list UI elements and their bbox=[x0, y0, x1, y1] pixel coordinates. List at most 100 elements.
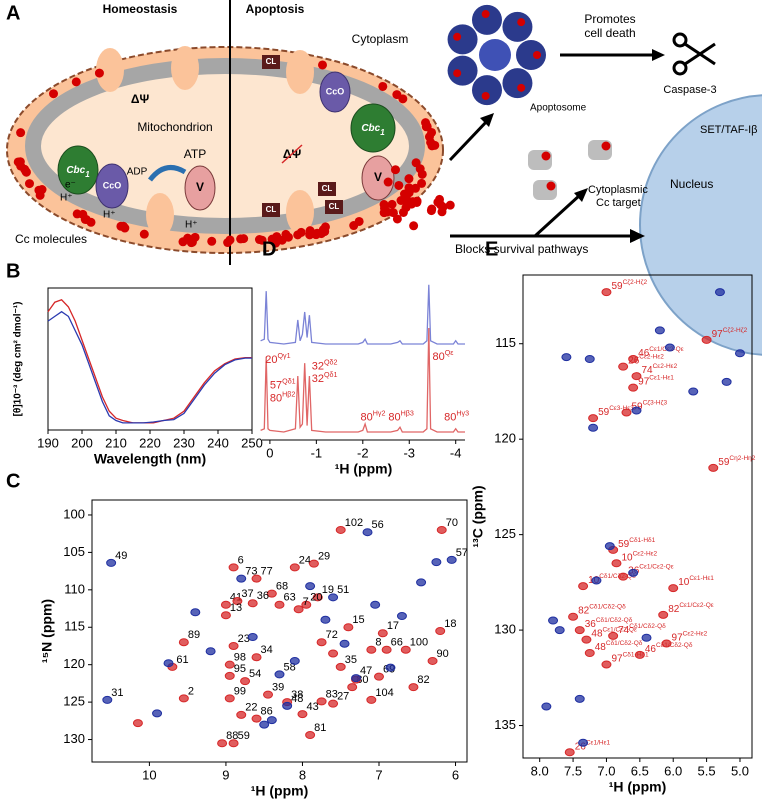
x-tick-label: 10 bbox=[142, 767, 156, 782]
nucleus bbox=[639, 94, 762, 356]
peak bbox=[132, 719, 143, 728]
label: Cbc bbox=[66, 165, 85, 176]
peak-label: 104 bbox=[375, 687, 393, 699]
label-number: 80 bbox=[388, 412, 400, 424]
label: cell death bbox=[584, 26, 635, 40]
peak bbox=[591, 576, 602, 585]
atp-arrow bbox=[148, 165, 187, 182]
peak-label: 97Cε1-Hε1 bbox=[638, 375, 674, 387]
peak bbox=[228, 563, 239, 572]
peak bbox=[611, 559, 622, 568]
v-complex bbox=[184, 165, 216, 211]
label-sup: Cζ3-Hζ3 bbox=[643, 400, 668, 407]
label-sup: Qδ1 bbox=[282, 377, 296, 385]
label-sup: Cζ2-Hζ2 bbox=[723, 327, 748, 334]
cc-dot bbox=[21, 167, 31, 177]
label: 1 bbox=[380, 128, 385, 137]
y-tick-label: 120 bbox=[63, 656, 85, 671]
peak bbox=[561, 353, 572, 362]
peak bbox=[205, 647, 216, 656]
cc-dot bbox=[533, 51, 541, 59]
cc-dot bbox=[453, 32, 462, 41]
cc-dot bbox=[34, 185, 44, 195]
y-tick-label: 125 bbox=[494, 526, 516, 541]
apoptosome-arm bbox=[447, 55, 478, 86]
label: CL bbox=[266, 205, 277, 214]
y-axis-label: ¹⁵N (ppm) bbox=[39, 599, 55, 663]
peak bbox=[335, 662, 346, 671]
peak-label: 46Cδ1/Cδ2-Qδ bbox=[645, 642, 693, 654]
peak-label: 68 bbox=[276, 580, 288, 592]
cc-dot bbox=[71, 77, 81, 87]
arrowhead bbox=[630, 229, 645, 243]
peak bbox=[251, 574, 262, 583]
x-tick-label: 8.0 bbox=[531, 763, 549, 778]
label-sup: Cζ2-Hζ2 bbox=[623, 279, 648, 286]
cl-box bbox=[262, 203, 280, 217]
peak bbox=[362, 528, 373, 537]
crista bbox=[286, 50, 314, 94]
peak-label: 43 bbox=[306, 701, 318, 713]
cl-box bbox=[325, 200, 343, 214]
peak bbox=[688, 387, 699, 396]
arrow bbox=[533, 193, 582, 238]
label-number: 97 bbox=[638, 376, 650, 387]
peak bbox=[228, 641, 239, 650]
peak bbox=[621, 408, 632, 417]
label-number: 46 bbox=[645, 644, 657, 655]
arrowhead bbox=[652, 49, 665, 61]
peak-label: 100 bbox=[410, 637, 428, 649]
peak bbox=[282, 701, 293, 710]
x-tick-label: 250 bbox=[241, 435, 263, 450]
peak bbox=[178, 638, 189, 647]
label: 1 bbox=[85, 170, 90, 179]
peak bbox=[343, 623, 354, 632]
peak bbox=[316, 638, 327, 647]
peak-label: 102 bbox=[345, 517, 363, 529]
label-sup: Cδ1/Cδ2-Qδ bbox=[606, 640, 643, 647]
cc-dot bbox=[24, 179, 34, 189]
peak-label: 24 bbox=[299, 554, 311, 566]
peak bbox=[631, 372, 642, 381]
x-tick-label: 200 bbox=[71, 435, 93, 450]
peak-label: 73 bbox=[245, 566, 257, 578]
cc-dot bbox=[388, 208, 398, 218]
peak bbox=[305, 582, 316, 591]
cc-dot bbox=[390, 165, 400, 175]
x-tick-label: 0 bbox=[266, 445, 273, 460]
x-tick-label: 240 bbox=[207, 435, 229, 450]
label-number: 80 bbox=[432, 351, 444, 363]
y-axis-label: ¹³C (ppm) bbox=[470, 485, 486, 547]
label: V bbox=[374, 170, 382, 184]
label: CL bbox=[266, 57, 277, 66]
peak-label: 63 bbox=[284, 592, 296, 604]
label-sup: Hγ3 bbox=[456, 409, 469, 417]
peak bbox=[541, 702, 552, 711]
peak bbox=[416, 578, 427, 587]
peak-label: 59Cε3-Hε3 bbox=[598, 405, 634, 417]
label-sup: Cε1-Hε1 bbox=[649, 375, 674, 382]
cc-dot bbox=[394, 180, 404, 190]
peak bbox=[259, 720, 270, 729]
cc-dot bbox=[94, 68, 104, 78]
peak-label: 35 bbox=[345, 654, 357, 666]
peak bbox=[236, 710, 247, 719]
peak-label: 80Qε bbox=[432, 349, 454, 363]
peak-label: 39 bbox=[272, 682, 284, 694]
peak bbox=[377, 629, 388, 638]
peak-label: 66 bbox=[391, 637, 403, 649]
panel-label: B bbox=[6, 260, 20, 282]
label-sup: Cε2-Hε2 bbox=[639, 354, 664, 361]
label-sup: Cε1/Hε1 bbox=[586, 739, 611, 746]
peak bbox=[247, 632, 258, 641]
peak bbox=[228, 739, 239, 748]
cc-dot bbox=[426, 137, 436, 147]
apoptosome-arm bbox=[471, 75, 502, 106]
peak bbox=[251, 714, 262, 723]
peak bbox=[240, 677, 251, 686]
label-sup: Cη2-Hη2 bbox=[729, 455, 755, 462]
cc-dot bbox=[445, 200, 455, 210]
peak bbox=[224, 671, 235, 680]
peak bbox=[220, 611, 231, 620]
label-sup: Cε1/Cε2-Qε bbox=[639, 564, 673, 571]
